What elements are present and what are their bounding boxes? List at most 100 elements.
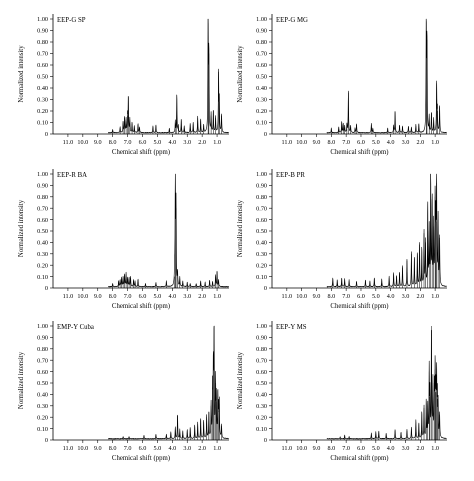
y-tick-label: 0.20 [37, 262, 48, 269]
y-tick-label: 0 [45, 131, 48, 138]
x-tick-label: 1.0 [213, 139, 221, 146]
y-tick-label: 0.80 [37, 194, 48, 201]
y-tick-label: 0.20 [256, 262, 267, 269]
x-tick-label: 10.0 [77, 445, 88, 452]
x-tick-label: 7.0 [124, 293, 132, 300]
x-tick-label: 8.0 [327, 445, 335, 452]
y-tick-label: 0.30 [256, 97, 267, 104]
y-tick-label: 0.50 [37, 228, 48, 235]
y-tick-label: 0.70 [37, 205, 48, 212]
spectrum-trace [326, 173, 447, 288]
x-tick-label: 8.0 [109, 293, 117, 300]
x-tick-label: 4.0 [168, 293, 176, 300]
y-tick-label: 1.00 [256, 323, 267, 330]
x-tick-label: 9.0 [94, 293, 102, 300]
y-tick-label: 0.90 [37, 28, 48, 35]
x-tick-label: 2.0 [198, 293, 206, 300]
x-tick-label: 2.0 [416, 139, 424, 146]
x-tick-label: 9.0 [313, 445, 321, 452]
x-tick-label: 7.0 [342, 139, 350, 146]
y-tick-label: 0.70 [256, 51, 267, 58]
y-axis-title: Normalized intensity [237, 351, 244, 409]
x-tick-label: 8.0 [109, 445, 117, 452]
y-axis-title: Normalized intensity [18, 351, 25, 409]
y-tick-label: 0.20 [256, 108, 267, 115]
spectrum-panel-2: 0 0.10 0.20 0.30 0.40 0.50 0.60 0.70 0.80 0.90 1.0… [237, 14, 447, 156]
y-tick-label: 0.90 [37, 183, 48, 190]
x-tick-label: 7.0 [342, 445, 350, 452]
x-tick-label: 5.0 [154, 293, 162, 300]
y-tick-label: 0.20 [37, 414, 48, 421]
x-tick-label: 10.0 [77, 139, 88, 146]
y-tick-label: 0.60 [256, 62, 267, 69]
x-tick-label: 2.0 [416, 445, 424, 452]
y-tick-label: 0.40 [256, 240, 267, 247]
x-tick-label: 8.0 [327, 293, 335, 300]
x-tick-label: 2.0 [198, 139, 206, 146]
y-tick-label: 0.10 [256, 120, 267, 127]
x-tick-label: 11.0 [282, 445, 293, 452]
x-tick-label: 1.0 [431, 293, 439, 300]
y-tick-label: 0.40 [37, 240, 48, 247]
y-axis-title: Normalized intensity [237, 199, 244, 257]
y-tick-label: 0.30 [37, 251, 48, 258]
spectrum-trace [108, 18, 229, 134]
y-tick-label: 0.60 [256, 369, 267, 376]
x-tick-label: 11.0 [282, 293, 293, 300]
panel-label: EEP-G MG [276, 17, 308, 24]
y-tick-label: 0.30 [256, 403, 267, 410]
y-tick-label: 0 [264, 437, 267, 444]
x-tick-label: 6.0 [139, 139, 147, 146]
x-tick-label: 3.0 [183, 293, 191, 300]
y-tick-label: 0.80 [37, 39, 48, 46]
x-tick-label: 6.0 [357, 293, 365, 300]
y-tick-label: 0.40 [256, 392, 267, 399]
y-tick-label: 1.00 [256, 171, 267, 178]
y-tick-label: 0.30 [256, 251, 267, 258]
y-tick-label: 1.00 [37, 171, 48, 178]
x-tick-label: 5.0 [154, 445, 162, 452]
x-tick-label: 2.0 [416, 293, 424, 300]
y-tick-label: 0.50 [256, 228, 267, 235]
x-tick-label: 7.0 [124, 445, 132, 452]
x-tick-label: 4.0 [387, 445, 395, 452]
x-tick-label: 8.0 [109, 139, 117, 146]
y-tick-label: 0.40 [37, 392, 48, 399]
x-tick-label: 10.0 [296, 445, 307, 452]
y-tick-label: 1.00 [37, 16, 48, 23]
y-tick-label: 0.10 [37, 274, 48, 281]
y-tick-label: 0.10 [37, 426, 48, 433]
x-tick-label: 6.0 [357, 445, 365, 452]
y-tick-label: 0.60 [37, 62, 48, 69]
x-tick-label: 5.0 [372, 139, 380, 146]
x-tick-label: 1.0 [213, 445, 221, 452]
spectrum-panel-5: 0 0.10 0.20 0.30 0.40 0.50 0.60 0.70 0.80 0.90 1.0… [18, 321, 229, 462]
x-tick-label: 4.0 [168, 445, 176, 452]
x-axis-title: Chemical shift (ppm) [112, 303, 170, 310]
y-tick-label: 0.80 [256, 194, 267, 201]
x-tick-label: 6.0 [357, 139, 365, 146]
y-axis-title: Normalized intensity [18, 199, 25, 257]
x-tick-label: 10.0 [77, 293, 88, 300]
y-tick-label: 1.00 [37, 323, 48, 330]
x-tick-label: 5.0 [372, 293, 380, 300]
spectrum-panel-1: 0 0.10 0.20 0.30 0.40 0.50 0.60 0.70 0.80 0.90 1.0… [18, 14, 229, 156]
x-axis-title: Chemical shift (ppm) [330, 149, 388, 156]
x-tick-label: 3.0 [402, 445, 410, 452]
panel-label: EEP-Y MS [276, 324, 307, 331]
spectrum-trace [326, 329, 447, 440]
x-tick-label: 5.0 [372, 445, 380, 452]
y-tick-label: 0.90 [256, 335, 267, 342]
y-tick-label: 0.90 [256, 183, 267, 190]
y-tick-label: 0.10 [256, 274, 267, 281]
y-tick-label: 0.70 [256, 357, 267, 364]
x-tick-label: 7.0 [124, 139, 132, 146]
x-tick-label: 9.0 [94, 445, 102, 452]
y-tick-label: 0.80 [256, 346, 267, 353]
x-axis-title: Chemical shift (ppm) [112, 455, 170, 462]
x-tick-label: 10.0 [296, 139, 307, 146]
x-tick-label: 1.0 [431, 445, 439, 452]
x-tick-label: 1.0 [213, 293, 221, 300]
x-tick-label: 9.0 [313, 293, 321, 300]
